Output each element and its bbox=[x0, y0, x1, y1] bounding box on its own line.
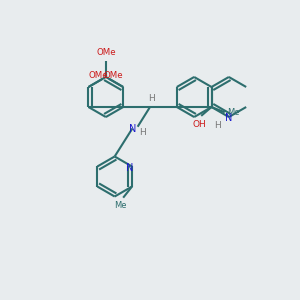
Text: Me: Me bbox=[115, 201, 127, 210]
Text: H: H bbox=[214, 121, 221, 130]
Text: N: N bbox=[129, 124, 136, 134]
Text: N: N bbox=[225, 112, 233, 123]
Text: Me: Me bbox=[227, 108, 239, 117]
Text: H: H bbox=[148, 94, 155, 103]
Text: OMe: OMe bbox=[96, 48, 116, 57]
Text: H: H bbox=[139, 128, 146, 136]
Text: N: N bbox=[126, 163, 133, 173]
Text: OH: OH bbox=[193, 120, 207, 129]
Text: OMe: OMe bbox=[103, 71, 123, 80]
Text: OMe: OMe bbox=[88, 71, 108, 80]
